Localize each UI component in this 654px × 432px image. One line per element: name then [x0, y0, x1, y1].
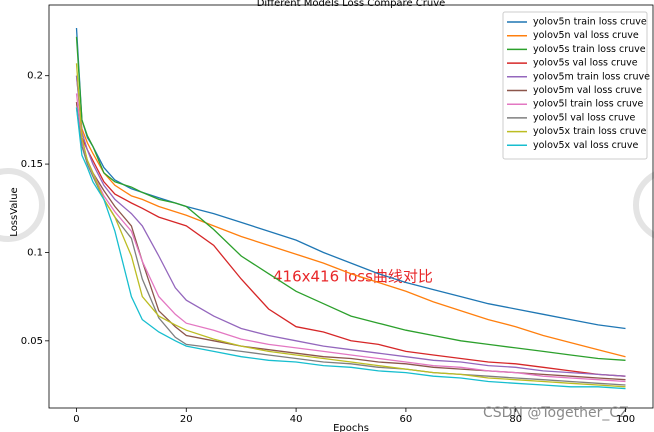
legend-box	[502, 11, 648, 160]
line-series	[75, 75, 626, 358]
legend-label: yolov5m val loss cruve	[533, 85, 642, 96]
legend-label: yolov5x train loss cruve	[533, 126, 646, 137]
y-tick-label: 0.1	[27, 247, 43, 258]
legend-label: yolov5n train loss cruve	[533, 17, 647, 28]
legend-label: yolov5n val loss cruve	[533, 30, 639, 41]
decor-circle	[633, 171, 654, 239]
x-axis-label: Epochs	[333, 423, 369, 432]
line-series	[75, 63, 626, 388]
legend-label: yolov5l train loss cruve	[533, 99, 643, 110]
x-tick-label: 0	[73, 414, 79, 425]
y-tick-label: 0.05	[21, 336, 43, 347]
y-tick-label: 0.15	[21, 159, 43, 170]
x-tick-label: 80	[509, 414, 522, 425]
line-series	[75, 102, 626, 377]
x-tick-label: 60	[400, 414, 413, 425]
legend-label: yolov5m train loss cruve	[533, 71, 650, 82]
line-series	[75, 36, 626, 361]
watermark: CSDN @Together_CZ	[483, 405, 629, 421]
legend-label: yolov5s val loss cruve	[533, 58, 638, 69]
decor-circle	[0, 168, 45, 242]
line-series	[75, 107, 626, 390]
line-series	[75, 27, 626, 330]
plot-frame	[48, 4, 654, 409]
line-series	[75, 75, 626, 377]
legend-label: yolov5x val loss cruve	[533, 140, 638, 151]
chart-title: Different Models Loss Compare Cruve	[257, 0, 446, 9]
annotation: 416x416 loss曲线对比	[273, 268, 433, 286]
line-series	[75, 93, 626, 383]
y-tick-label: 0.2	[27, 71, 43, 82]
legend-label: yolov5s train loss cruve	[533, 44, 646, 55]
x-tick-label: 100	[616, 414, 635, 425]
x-tick-label: 40	[290, 414, 303, 425]
x-tick-label: 20	[180, 414, 193, 425]
y-axis-label: LossValue	[9, 187, 20, 236]
legend-label: yolov5l val loss cruve	[533, 112, 635, 123]
